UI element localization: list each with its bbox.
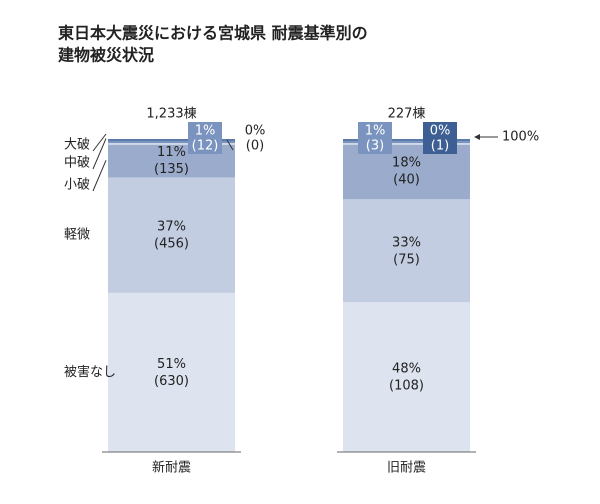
value-label: 37% bbox=[157, 220, 186, 235]
value-label: 51% bbox=[157, 357, 186, 372]
category-label: 新耐震 bbox=[152, 460, 191, 476]
label-box bbox=[358, 122, 392, 154]
label-box bbox=[188, 122, 222, 154]
count-label: (3) bbox=[366, 139, 384, 154]
chart-title: 東日本大震災における宮城県 耐震基準別の bbox=[58, 24, 368, 43]
bar-segment bbox=[108, 140, 235, 144]
series-label: 被害なし bbox=[64, 364, 116, 380]
chart-title: 建物被災状況 bbox=[58, 46, 154, 65]
leader bbox=[226, 139, 234, 151]
series-label: 軽微 bbox=[64, 228, 90, 243]
bar-segment bbox=[343, 140, 470, 144]
bar-segment bbox=[108, 292, 235, 452]
value-label: 18% bbox=[392, 156, 421, 171]
leader bbox=[92, 133, 107, 152]
value-label: 0% bbox=[245, 124, 266, 139]
series-label: 中破 bbox=[64, 156, 90, 171]
category-label: 旧耐震 bbox=[387, 461, 426, 476]
label-box bbox=[423, 122, 457, 154]
series-label: 小破 bbox=[64, 178, 90, 193]
value-label: 33% bbox=[392, 235, 421, 250]
series-label: 大破 bbox=[64, 138, 90, 153]
count-label: (456) bbox=[154, 237, 189, 252]
leader bbox=[92, 160, 107, 192]
leader bbox=[92, 138, 107, 170]
count-label: (0) bbox=[246, 139, 264, 154]
count-label: (135) bbox=[154, 162, 189, 177]
value-label: 1% bbox=[365, 124, 386, 139]
count-label: (108) bbox=[389, 379, 424, 394]
total-label: 227棟 bbox=[388, 107, 426, 122]
bar-segment bbox=[343, 199, 470, 303]
annotation: 100% bbox=[502, 130, 539, 145]
count-label: (12) bbox=[192, 139, 219, 154]
count-label: (75) bbox=[393, 252, 420, 267]
count-label: (630) bbox=[154, 374, 189, 389]
count-label: (40) bbox=[393, 173, 420, 188]
arrow-head bbox=[474, 134, 480, 140]
value-label: 11% bbox=[157, 145, 186, 160]
bar-segment bbox=[343, 302, 470, 452]
bar-segment bbox=[108, 177, 235, 293]
value-label: 48% bbox=[392, 362, 421, 377]
value-label: 0% bbox=[430, 124, 451, 139]
total-label: 1,233棟 bbox=[146, 107, 196, 122]
value-label: 1% bbox=[195, 124, 216, 139]
count-label: (1) bbox=[431, 139, 449, 154]
